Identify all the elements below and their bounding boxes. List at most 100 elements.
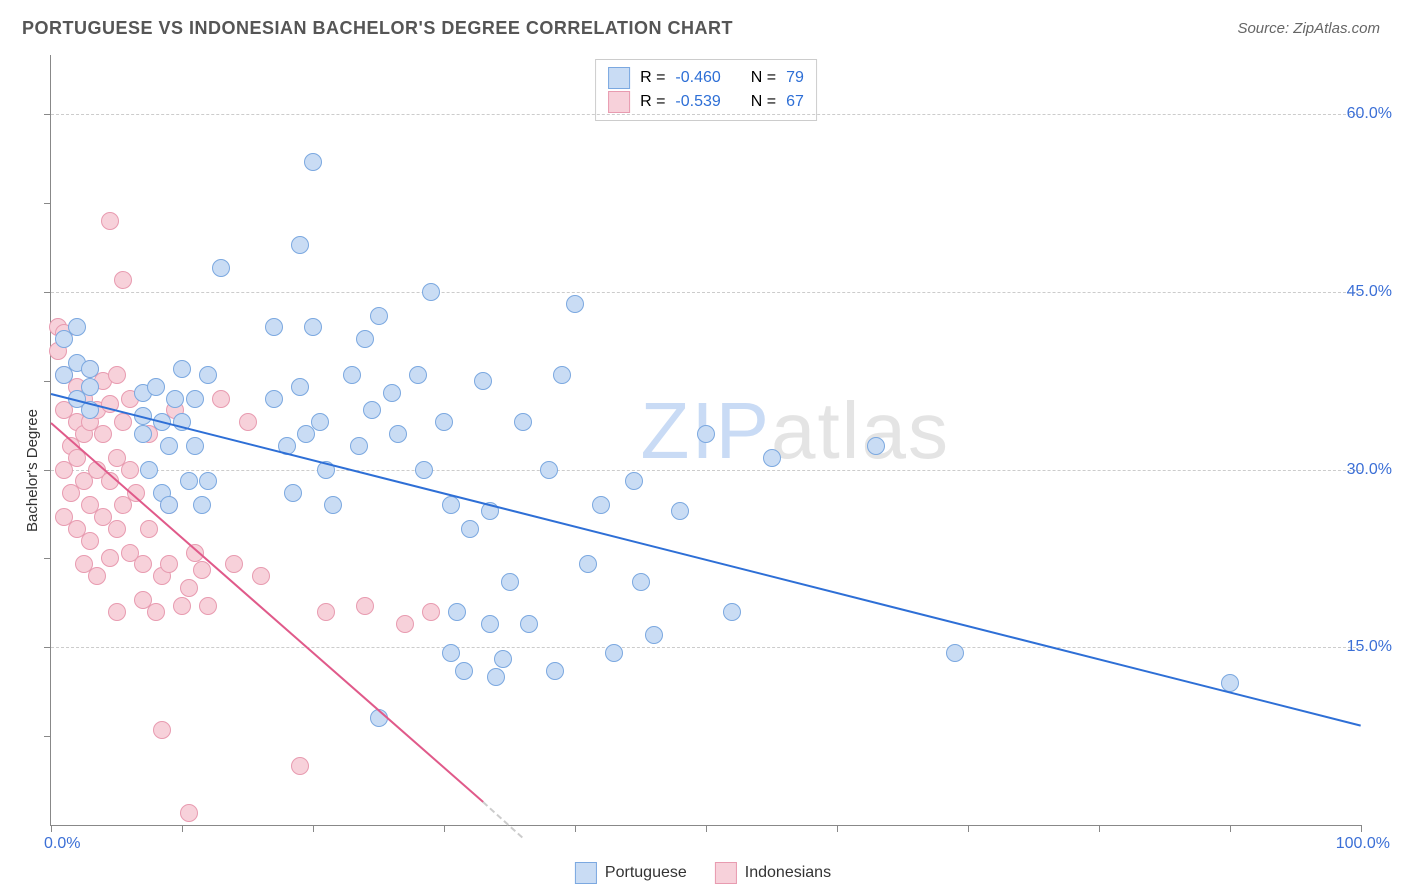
x-tick — [1099, 825, 1100, 832]
point-portuguese — [311, 413, 329, 431]
point-portuguese — [763, 449, 781, 467]
point-indonesians — [356, 597, 374, 615]
point-portuguese — [147, 378, 165, 396]
point-indonesians — [114, 271, 132, 289]
point-indonesians — [153, 721, 171, 739]
point-portuguese — [160, 437, 178, 455]
watermark-atlas: atlas — [771, 386, 950, 475]
x-tick — [51, 825, 52, 832]
point-portuguese — [186, 390, 204, 408]
point-portuguese — [350, 437, 368, 455]
point-portuguese — [605, 644, 623, 662]
point-portuguese — [363, 401, 381, 419]
point-indonesians — [291, 757, 309, 775]
point-portuguese — [186, 437, 204, 455]
source-label: Source: ZipAtlas.com — [1237, 20, 1380, 37]
y-tick-label: 15.0% — [1347, 638, 1392, 656]
point-portuguese — [199, 366, 217, 384]
point-portuguese — [81, 378, 99, 396]
x-tick — [444, 825, 445, 832]
chart-title: PORTUGUESE VS INDONESIAN BACHELOR'S DEGR… — [22, 18, 733, 39]
y-tick — [44, 381, 51, 382]
point-portuguese — [671, 502, 689, 520]
point-indonesians — [114, 413, 132, 431]
correlation-legend: R = -0.460 N = 79 R = -0.539 N = 67 — [595, 59, 817, 121]
point-portuguese — [461, 520, 479, 538]
point-portuguese — [193, 496, 211, 514]
x-tick-label: 100.0% — [1336, 835, 1390, 853]
point-portuguese — [304, 153, 322, 171]
point-indonesians — [212, 390, 230, 408]
point-portuguese — [487, 668, 505, 686]
point-indonesians — [317, 603, 335, 621]
point-indonesians — [134, 555, 152, 573]
n-label: N = — [751, 66, 776, 90]
watermark: ZIPatlas — [641, 385, 950, 477]
point-portuguese — [134, 425, 152, 443]
point-indonesians — [108, 366, 126, 384]
legend-label: Indonesians — [745, 864, 831, 882]
point-portuguese — [356, 330, 374, 348]
gridline — [51, 292, 1361, 293]
point-indonesians — [225, 555, 243, 573]
point-portuguese — [494, 650, 512, 668]
point-portuguese — [304, 318, 322, 336]
point-indonesians — [180, 804, 198, 822]
y-tick — [44, 114, 51, 115]
point-portuguese — [160, 496, 178, 514]
point-indonesians — [199, 597, 217, 615]
point-indonesians — [101, 212, 119, 230]
point-indonesians — [396, 615, 414, 633]
point-portuguese — [553, 366, 571, 384]
point-portuguese — [291, 378, 309, 396]
y-tick — [44, 292, 51, 293]
point-portuguese — [625, 472, 643, 490]
point-portuguese — [166, 390, 184, 408]
point-portuguese — [546, 662, 564, 680]
point-portuguese — [212, 259, 230, 277]
point-indonesians — [180, 579, 198, 597]
point-portuguese — [566, 295, 584, 313]
point-indonesians — [88, 567, 106, 585]
point-portuguese — [520, 615, 538, 633]
point-indonesians — [81, 532, 99, 550]
point-portuguese — [173, 360, 191, 378]
point-portuguese — [415, 461, 433, 479]
point-indonesians — [121, 461, 139, 479]
y-tick — [44, 736, 51, 737]
point-indonesians — [160, 555, 178, 573]
n-value: 79 — [786, 66, 804, 90]
point-portuguese — [867, 437, 885, 455]
point-portuguese — [370, 307, 388, 325]
swatch-indonesians — [715, 862, 737, 884]
point-indonesians — [94, 425, 112, 443]
point-portuguese — [442, 496, 460, 514]
point-indonesians — [239, 413, 257, 431]
point-indonesians — [108, 603, 126, 621]
plot-area: R = -0.460 N = 79 R = -0.539 N = 67 ZIPa… — [50, 55, 1361, 826]
y-tick-label: 60.0% — [1347, 105, 1392, 123]
point-portuguese — [455, 662, 473, 680]
point-portuguese — [592, 496, 610, 514]
point-indonesians — [422, 603, 440, 621]
swatch-indonesians — [608, 91, 630, 113]
point-portuguese — [383, 384, 401, 402]
point-indonesians — [186, 544, 204, 562]
x-tick — [313, 825, 314, 832]
y-tick — [44, 203, 51, 204]
point-portuguese — [579, 555, 597, 573]
point-portuguese — [409, 366, 427, 384]
gridline — [51, 470, 1361, 471]
point-portuguese — [265, 390, 283, 408]
x-tick — [837, 825, 838, 832]
point-portuguese — [343, 366, 361, 384]
point-portuguese — [291, 236, 309, 254]
legend-item-portuguese: Portuguese — [575, 862, 687, 884]
point-portuguese — [645, 626, 663, 644]
point-portuguese — [946, 644, 964, 662]
point-portuguese — [199, 472, 217, 490]
point-portuguese — [180, 472, 198, 490]
y-axis-title: Bachelor's Degree — [24, 409, 41, 532]
point-indonesians — [140, 520, 158, 538]
point-portuguese — [324, 496, 342, 514]
